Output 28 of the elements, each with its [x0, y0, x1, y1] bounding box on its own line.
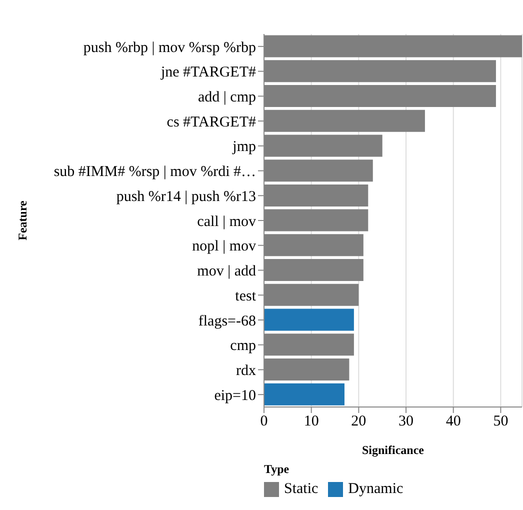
- legend-title: Type: [264, 462, 290, 477]
- y-tick-label: test: [235, 288, 257, 304]
- y-tick-label: push %rbp | mov %rsp %rbp: [83, 40, 256, 56]
- y-tick-label: push %r14 | push %r13: [116, 188, 256, 205]
- y-tick-label: cmp: [230, 338, 256, 354]
- x-tick-label: 50: [493, 414, 508, 430]
- legend-label: Dynamic: [347, 481, 404, 498]
- y-tick-label: flags=-68: [198, 313, 256, 330]
- legend-label: Static: [283, 481, 318, 498]
- y-tick-label: mov | add: [197, 264, 256, 280]
- y-tick-label: nopl | mov: [192, 238, 256, 255]
- y-tick-label: sub #IMM# %rsp | mov %rdi #…: [54, 164, 256, 180]
- x-tick-label: 40: [446, 414, 461, 430]
- y-tick-label: jne #TARGET#: [160, 64, 256, 81]
- y-tick-label: rdx: [236, 363, 256, 380]
- x-tick-label: 30: [398, 414, 414, 430]
- x-tick-label: 20: [351, 414, 366, 430]
- bar: [264, 308, 354, 331]
- y-tick-label: call | mov: [197, 214, 256, 230]
- x-tick-label: 10: [304, 414, 319, 430]
- y-tick-label: jmp: [232, 139, 256, 156]
- bar: [264, 383, 344, 406]
- y-axis-title: Feature: [15, 200, 30, 240]
- y-tick-label: cs #TARGET#: [166, 114, 256, 130]
- y-tick-label: add | cmp: [198, 89, 256, 106]
- y-tick-label: eip=10: [214, 388, 256, 404]
- x-axis-title: Significance: [362, 443, 425, 457]
- x-tick-label: 0: [260, 414, 268, 430]
